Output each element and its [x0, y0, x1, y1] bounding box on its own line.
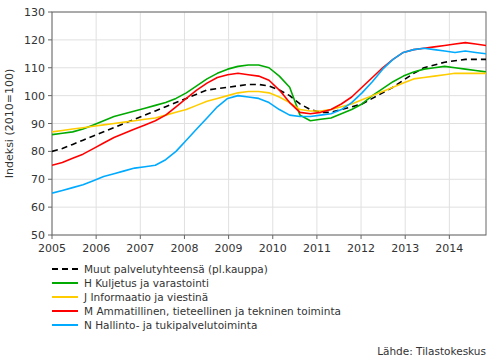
legend-label: H Kuljetus ja varastointi: [84, 277, 209, 289]
legend-swatch: [52, 268, 78, 270]
tick: [405, 235, 406, 239]
tick-label: 90: [31, 118, 45, 131]
tick: [184, 235, 185, 239]
legend-label: Muut palvelutyhteensä (pl.kauppa): [84, 263, 268, 275]
legend-swatch: [52, 282, 78, 284]
tick: [140, 235, 141, 239]
grid-line: [52, 39, 486, 40]
grid-line: [52, 151, 486, 152]
grid-line: [52, 95, 486, 96]
tick: [48, 123, 52, 124]
legend-label: N Hallinto- ja tukipalvelutoiminta: [84, 319, 257, 331]
series-lines: [52, 43, 486, 194]
legend-label: M Ammatillinen, tieteellinen ja tekninen…: [84, 305, 341, 317]
tick: [361, 235, 362, 239]
tick-label: 2011: [303, 242, 331, 255]
grid-line: [52, 179, 486, 180]
tick-label: 80: [31, 145, 45, 158]
grid-line: [361, 12, 362, 235]
legend-swatch: [52, 296, 78, 298]
grid-line: [405, 12, 406, 235]
tick: [48, 12, 52, 13]
legend-swatch: [52, 324, 78, 326]
tick: [272, 235, 273, 239]
tick: [228, 235, 229, 239]
tick-label: 2014: [435, 242, 463, 255]
tick-label: 2012: [347, 242, 375, 255]
grid-line: [52, 207, 486, 208]
tick-label: 70: [31, 173, 45, 186]
grid: [52, 12, 486, 235]
tick-label: 120: [24, 34, 45, 47]
tick-label: 110: [24, 62, 45, 75]
grid-line: [316, 12, 317, 235]
tick: [48, 235, 52, 236]
tick-label: 2008: [170, 242, 198, 255]
axis-label: Indeksi (2010=100): [3, 69, 16, 178]
tick: [48, 151, 52, 152]
legend-label: J Informaatio ja viestinä: [83, 291, 208, 303]
grid-line: [184, 12, 185, 235]
chart: 50 60 70 80 90 100 110 120 130 2005 2006 2007 2008 20…: [0, 0, 498, 361]
grid-line: [272, 12, 273, 235]
tick: [48, 207, 52, 208]
legend: Muut palvelutyhteensä (pl.kauppa) H Kulje…: [52, 263, 341, 331]
tick-label: 50: [31, 229, 45, 242]
series-line: [52, 65, 486, 135]
tick-label: 2010: [259, 242, 287, 255]
source-note: Lähde: Tilastokeskus: [377, 345, 486, 357]
tick: [449, 235, 450, 239]
tick-label: 100: [24, 90, 45, 103]
tick-label: 2013: [391, 242, 419, 255]
series-line: [52, 59, 486, 151]
grid-line: [140, 12, 141, 235]
tick-label: 130: [24, 6, 45, 19]
series-line: [52, 48, 486, 193]
tick-label: 60: [31, 201, 45, 214]
tick: [48, 67, 52, 68]
tick: [48, 179, 52, 180]
plot-frame: [52, 12, 486, 235]
tick: [96, 235, 97, 239]
tick-label: 2005: [38, 242, 66, 255]
legend-swatch: [52, 310, 78, 312]
tick: [52, 235, 53, 239]
tick-label: 2006: [82, 242, 110, 255]
tick: [316, 235, 317, 239]
tick: [48, 95, 52, 96]
tick: [48, 39, 52, 40]
series-line: [52, 43, 486, 166]
tick-label: 2007: [126, 242, 154, 255]
axes: 50 60 70 80 90 100 110 120 130 2005 2006 2007 2008 20…: [24, 6, 486, 255]
grid-line: [228, 12, 229, 235]
tick-label: 2009: [215, 242, 243, 255]
